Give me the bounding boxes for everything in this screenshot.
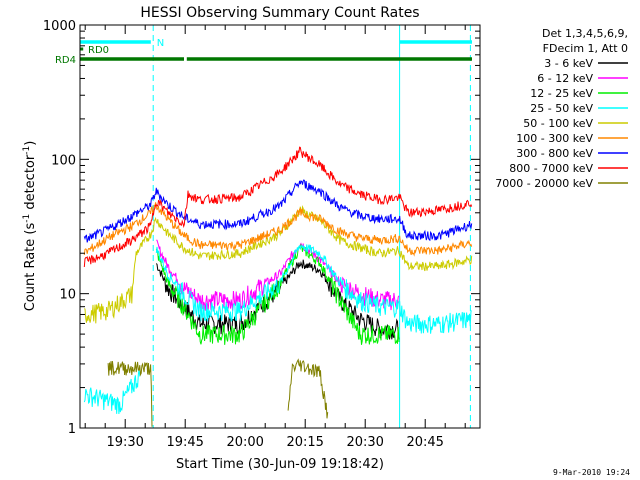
y-tick-label: 1000	[43, 19, 76, 34]
y-tick-label: 100	[51, 153, 76, 168]
legend-entry-label: 12 - 25 keV	[530, 87, 593, 100]
legend-entry-label: 6 - 12 keV	[537, 72, 593, 85]
plot-area	[79, 25, 473, 428]
series-line	[156, 239, 400, 311]
y-axis-label-part: -1	[22, 214, 32, 223]
x-tick-label: 19:45	[166, 435, 203, 450]
axes: 1 10 100 1000 19:30 19:45 20:00 20:15 20:30 20:45	[43, 19, 481, 450]
state-bars: N RD0 RD4	[55, 38, 472, 66]
x-tick-label: 19:30	[106, 435, 143, 450]
y-tick-label: 1	[68, 422, 76, 437]
state-bar-label: RD4	[55, 55, 76, 66]
series-line	[107, 358, 329, 427]
plot-frame	[79, 24, 481, 429]
x-tick-label: 20:00	[226, 435, 263, 450]
series-line	[84, 205, 473, 324]
series-line	[155, 243, 400, 345]
legend-entry-label: 7000 - 20000 keV	[495, 177, 593, 190]
series-line	[83, 179, 473, 243]
legend-entry-label: 25 - 50 keV	[530, 102, 593, 115]
generated-timestamp: 9-Mar-2010 19:24	[553, 468, 630, 477]
legend-header-line: Det 1,3,4,5,6,9,	[542, 27, 628, 40]
series-line	[83, 244, 472, 415]
state-bar-label: N	[157, 38, 164, 49]
series-line	[155, 259, 400, 340]
series-line	[83, 202, 473, 257]
y-axis-label-part: Count Rate (s	[23, 223, 38, 312]
legend-entry-label: 100 - 300 keV	[516, 132, 593, 145]
y-tick-label: 10	[59, 288, 76, 303]
legend: Det 1,3,4,5,6,9, FDecim 1, Att 0 3 - 6 k…	[495, 27, 628, 190]
state-bar-label: RD0	[88, 45, 109, 56]
y-axis-label: Count Rate (s-1 detector-1)	[22, 141, 38, 312]
legend-entry-label: 50 - 100 keV	[523, 117, 593, 130]
legend-entry-label: 300 - 800 keV	[516, 147, 593, 160]
y-axis-label-part: -1	[22, 146, 32, 155]
y-axis-label-part: )	[23, 141, 38, 146]
x-tick-label: 20:45	[406, 435, 443, 450]
y-axis-label-part: detector	[23, 154, 38, 214]
x-axis-label: Start Time (30-Jun-09 19:18:42)	[176, 457, 384, 472]
legend-header-line: FDecim 1, Att 0	[543, 42, 628, 55]
chart-title: HESSI Observing Summary Count Rates	[140, 5, 419, 21]
series-line	[83, 146, 473, 268]
legend-entry-label: 3 - 6 keV	[544, 57, 593, 70]
x-tick-label: 20:15	[286, 435, 323, 450]
x-tick-label: 20:30	[346, 435, 383, 450]
legend-entry-label: 800 - 7000 keV	[509, 162, 593, 175]
